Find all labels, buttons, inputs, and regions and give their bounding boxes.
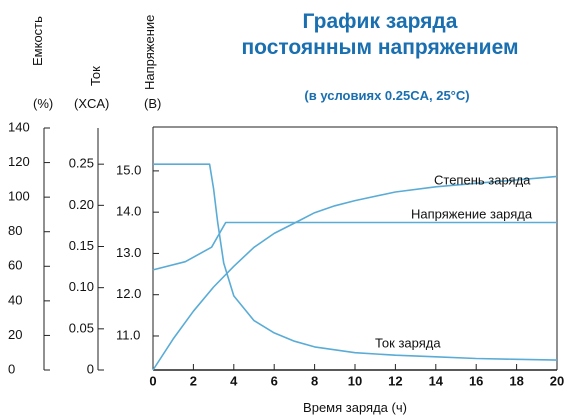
voltage-tick-label: 11.0 [116,327,140,342]
current-axis-unit: (XCA) [74,96,110,111]
x-tick-label: 2 [190,373,197,388]
capacity-tick-label: 120 [8,154,30,169]
capacity-tick-label: 40 [8,292,22,307]
state-of-charge-annotation: Степень заряда [434,172,531,187]
charge-voltage-line [152,221,557,271]
chart-title-line-2: постоянным напряжением [241,36,519,59]
voltage-tick-label: 14.0 [116,204,141,219]
chart-subtitle: (в условиях 0.25CA, 25°C) [304,88,470,103]
state-of-charge-line [152,175,558,371]
capacity-tick-label: 20 [8,327,22,342]
capacity-tick-label: 100 [8,189,30,204]
x-tick-label: 20 [550,373,564,388]
plot-layer: Степень заряда Напряжение заряда Ток заряд… [152,163,558,371]
axes-layer: 1401201008060402000.250.200.150.100.0501… [8,119,564,388]
x-tick-label: 18 [509,373,523,388]
current-tick-label: 0.05 [69,320,94,335]
voltage-tick-label: 12.0 [116,286,141,301]
x-tick-label: 10 [348,373,362,388]
x-tick-label: 16 [469,373,483,388]
x-axis-label: Время заряда (ч) [303,400,407,415]
current-axis-label: Ток [88,66,103,86]
x-tick-label: 6 [271,373,278,388]
x-tick-label: 12 [388,373,402,388]
voltage-axis-unit: (B) [144,96,162,111]
current-tick-label: 0.25 [69,156,94,171]
current-tick-label: 0.10 [69,279,94,294]
capacity-tick-label: 80 [8,223,22,238]
current-tick-label: 0 [87,361,94,376]
x-tick-label: 14 [429,373,444,388]
voltage-axis-label: Напряжение [142,14,157,90]
capacity-tick-label: 140 [8,119,30,134]
x-tick-label: 0 [149,373,156,388]
charge-voltage-annotation: Напряжение заряда [411,206,533,221]
current-tick-label: 0.20 [69,197,94,212]
voltage-tick-label: 13.0 [116,245,141,260]
x-tick-label: 4 [230,373,238,388]
capacity-tick-label: 0 [8,361,15,376]
voltage-tick-label: 15.0 [116,162,141,177]
chart-title-line-1: График заряда [302,10,458,33]
charge-current-annotation: Ток заряда [375,335,441,350]
charge-current-line [153,163,558,361]
capacity-axis-label: Емкость [30,16,45,66]
capacity-axis-unit: (%) [33,96,54,111]
current-tick-label: 0.15 [69,238,94,253]
x-tick-label: 8 [311,373,318,388]
capacity-tick-label: 60 [8,258,22,273]
